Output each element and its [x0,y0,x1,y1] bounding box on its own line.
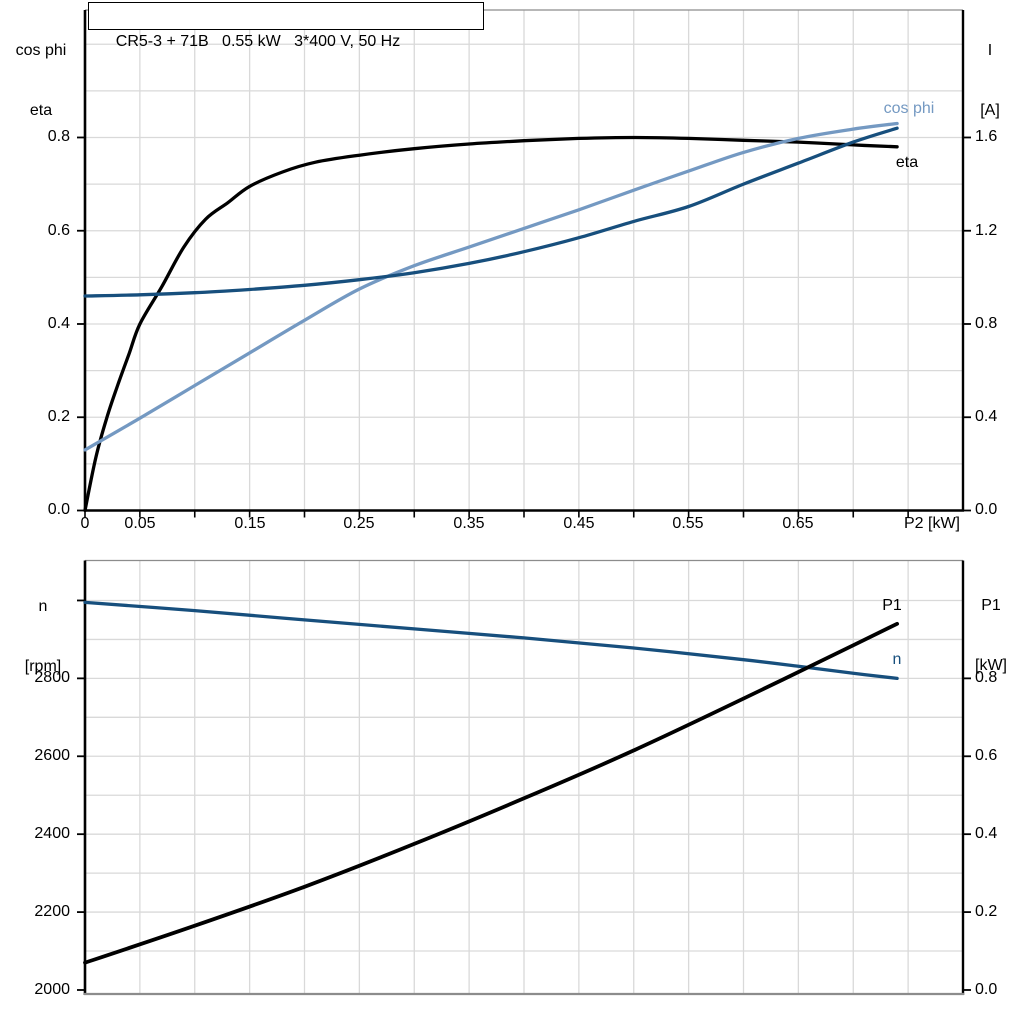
y-tick-label: 0.8 [975,669,998,686]
chart-title-box: CR5-3 + 71B 0.55 kW 3*400 V, 50 Hz [88,2,484,50]
y-tick-label: 2800 [34,669,70,686]
axis-title-p1: P1 [981,597,1001,614]
chart-title: CR5-3 + 71B 0.55 kW 3*400 V, 50 Hz [115,33,401,50]
y-tick-label: 0.2 [47,408,70,425]
y-tick-label: 0.0 [975,981,998,998]
y-tick-label: 2400 [34,825,70,842]
y-tick-label: 0.8 [47,128,70,145]
axis-title-current-unit: [A] [980,102,1000,119]
y-tick-label: 1.6 [975,128,998,145]
top-left-axis-title: cos phi eta [2,1,80,161]
y-tick-label: 0.2 [975,903,998,920]
y-tick-label: 0.6 [47,222,70,239]
x-tick-label: 0 [80,515,90,532]
axis-title-cosphi: cos phi [15,42,67,59]
x-tick-label: 0.55 [672,515,704,532]
y-tick-label: 2600 [34,747,70,764]
x-tick-label: 0.65 [782,515,814,532]
series-label-cosphi: cos phi [883,100,935,117]
axis-title-speed-unit: [rpm] [24,658,62,675]
y-tick-label: 0.8 [975,315,998,332]
axis-title-eta: eta [29,102,53,119]
y-tick-label: 0.4 [975,408,998,425]
y-tick-label: 2200 [34,903,70,920]
x-tick-label: 0.25 [343,515,375,532]
bottom-right-axis-title: P1 [kW] [962,556,1020,716]
y-tick-label: 1.2 [975,222,998,239]
x-tick-label: 0.45 [563,515,595,532]
x-axis-label: P2 [kW] [903,515,960,532]
x-tick-label: 0.05 [124,515,156,532]
y-tick-label: 0.4 [975,825,998,842]
y-tick-label: 0.0 [47,501,70,518]
y-tick-label: 0.0 [975,501,998,518]
top-right-axis-title: I [A] [964,1,1016,161]
axis-title-speed: n [38,598,48,615]
y-tick-label: 2000 [34,981,70,998]
series-label-n: n [892,651,902,668]
axis-title-p1-unit: [kW] [975,657,1007,674]
series-label-eta: eta [895,154,919,171]
y-tick-label: 0.6 [975,747,998,764]
axis-title-current: I [987,42,993,59]
series-label-p1: P1 [882,597,902,614]
bottom-left-axis-title: n [rpm] [6,557,80,717]
y-tick-label: 0.4 [47,315,70,332]
x-tick-label: 0.35 [453,515,485,532]
x-tick-label: 0.15 [234,515,266,532]
